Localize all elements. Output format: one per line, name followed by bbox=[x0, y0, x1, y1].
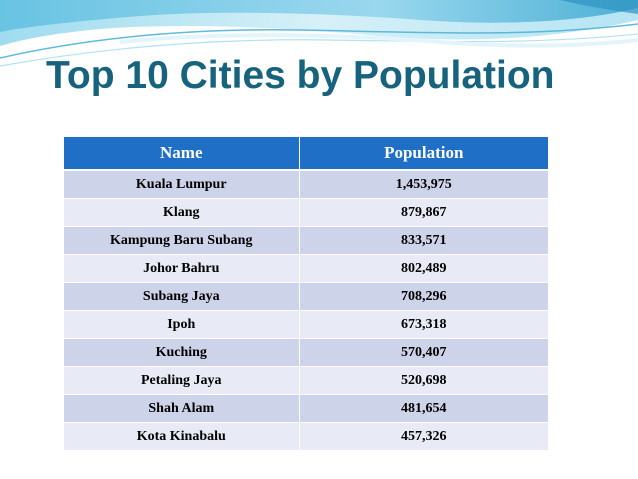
column-header-population: Population bbox=[299, 137, 548, 171]
wave-corner-dark bbox=[560, 0, 638, 14]
table-row: Ipoh 673,318 bbox=[64, 310, 548, 339]
column-header-name: Name bbox=[64, 137, 300, 171]
wave-line-dark bbox=[0, 23, 638, 59]
table-header-row: Name Population bbox=[64, 137, 548, 171]
wave-band-mid bbox=[0, 0, 638, 32]
city-name-cell: Petaling Jaya bbox=[64, 366, 300, 395]
population-cell: 520,698 bbox=[299, 366, 548, 395]
population-cell: 570,407 bbox=[299, 338, 548, 367]
slide-title: Top 10 Cities by Population bbox=[46, 54, 555, 97]
city-name-cell: Shah Alam bbox=[64, 394, 300, 423]
table-row: Shah Alam 481,654 bbox=[64, 394, 548, 423]
population-cell: 833,571 bbox=[299, 226, 548, 255]
header-wave-decoration bbox=[0, 0, 638, 67]
city-name-cell: Ipoh bbox=[64, 310, 300, 339]
table-row: Kuching 570,407 bbox=[64, 338, 548, 367]
table-row: Subang Jaya 708,296 bbox=[64, 282, 548, 311]
population-cell: 1,453,975 bbox=[299, 170, 548, 199]
population-cell: 708,296 bbox=[299, 282, 548, 311]
table-row: Kuala Lumpur 1,453,975 bbox=[64, 170, 548, 199]
population-cell: 879,867 bbox=[299, 198, 548, 227]
population-cell: 673,318 bbox=[299, 310, 548, 339]
city-name-cell: Klang bbox=[64, 198, 300, 227]
table-row: Petaling Jaya 520,698 bbox=[64, 366, 548, 395]
city-name-cell: Kuching bbox=[64, 338, 300, 367]
city-name-cell: Johor Bahru bbox=[64, 254, 300, 283]
wave-line-light bbox=[0, 33, 638, 67]
table-row: Klang 879,867 bbox=[64, 198, 548, 227]
table-row: Kampung Baru Subang 833,571 bbox=[64, 226, 548, 255]
population-cell: 481,654 bbox=[299, 394, 548, 423]
city-name-cell: Kota Kinabalu bbox=[64, 422, 300, 451]
population-cell: 457,326 bbox=[299, 422, 548, 451]
table-row: Johor Bahru 802,489 bbox=[64, 254, 548, 283]
city-name-cell: Kuala Lumpur bbox=[64, 170, 300, 199]
city-name-cell: Subang Jaya bbox=[64, 282, 300, 311]
city-name-cell: Kampung Baru Subang bbox=[64, 226, 300, 255]
table-row: Kota Kinabalu 457,326 bbox=[64, 422, 548, 451]
population-cell: 802,489 bbox=[299, 254, 548, 283]
wave-band-thin bbox=[120, 33, 638, 48]
population-table: Name Population Kuala Lumpur 1,453,975 K… bbox=[64, 137, 548, 451]
